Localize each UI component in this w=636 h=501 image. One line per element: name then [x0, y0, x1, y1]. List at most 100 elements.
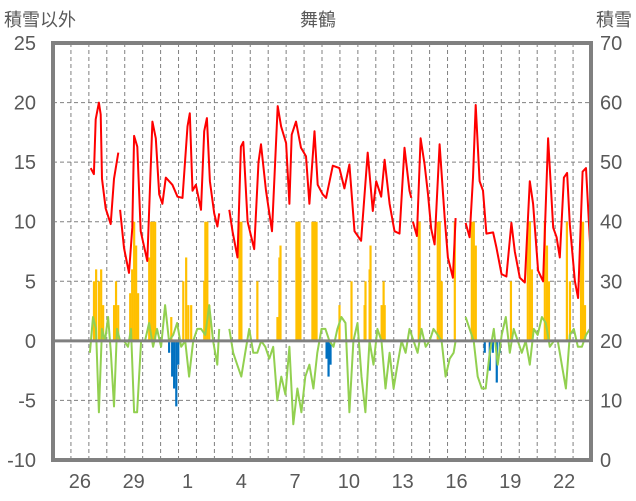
chart-title: 舞鶴	[300, 10, 336, 31]
orange-bar	[238, 221, 241, 341]
green-line	[88, 304, 221, 414]
orange-bar	[528, 221, 532, 341]
orange-bar	[97, 281, 101, 341]
orange-bar	[117, 305, 120, 341]
bar-series	[92, 221, 587, 407]
right-tick-label: 70	[600, 33, 622, 55]
orange-bar	[472, 221, 475, 341]
orange-bar	[256, 281, 259, 341]
right-tick-label: 20	[600, 331, 622, 353]
blue-bar	[173, 340, 176, 389]
orange-bar	[364, 281, 367, 341]
orange-bar	[185, 257, 188, 341]
orange-bar	[240, 221, 243, 341]
orange-bar	[438, 221, 441, 341]
right-tick-label: 40	[600, 212, 622, 234]
orange-bar	[187, 305, 190, 341]
orange-bar	[453, 221, 456, 341]
orange-bar	[150, 221, 153, 341]
orange-bar	[568, 281, 572, 341]
blue-bar	[177, 340, 180, 365]
gridlines	[53, 43, 591, 460]
x-tick-label: 29	[123, 471, 145, 493]
right-tick-label: 60	[600, 93, 622, 115]
left-tick-label: -5	[18, 390, 36, 412]
red-line	[228, 105, 413, 259]
orange-bar	[579, 221, 583, 341]
orange-bar	[154, 221, 157, 341]
left-tick-label: -10	[7, 450, 36, 472]
orange-bar	[350, 281, 353, 341]
red-line	[119, 112, 221, 274]
x-tick-label: 7	[290, 471, 301, 493]
x-tick-label: 19	[499, 471, 521, 493]
orange-bar	[380, 305, 383, 341]
orange-bar	[383, 305, 386, 341]
blue-bar	[491, 340, 494, 353]
orange-bar	[436, 221, 439, 341]
orange-bar	[530, 269, 534, 341]
orange-bar	[204, 221, 207, 341]
right-axis-title: 積雪	[596, 10, 632, 31]
left-tick-label: 5	[25, 271, 36, 293]
left-axis-title: 積雪以外	[4, 10, 76, 31]
blue-bar	[168, 340, 171, 353]
orange-bar	[208, 305, 211, 341]
orange-bar	[182, 281, 185, 341]
orange-bar	[526, 221, 529, 341]
orange-bar	[583, 305, 587, 341]
orange-bar	[369, 245, 372, 341]
orange-bar	[95, 269, 98, 341]
orange-bar	[276, 317, 279, 341]
orange-bar	[509, 281, 513, 341]
orange-bar	[315, 221, 318, 341]
green-line	[464, 316, 591, 390]
plot-border	[51, 41, 593, 462]
orange-bar	[131, 269, 134, 341]
blue-bar	[327, 340, 330, 377]
orange-bar	[152, 221, 155, 341]
red-line	[89, 101, 120, 226]
orange-bar	[470, 221, 473, 341]
orange-bar	[418, 221, 421, 341]
red-line	[464, 104, 592, 299]
x-tick-label: 13	[392, 471, 414, 493]
orange-bar	[299, 257, 302, 341]
orange-bar	[129, 293, 132, 341]
orange-bar	[114, 281, 118, 341]
orange-bar	[545, 245, 549, 341]
orange-bar	[313, 221, 316, 341]
orange-bar	[133, 221, 136, 341]
blue-bar	[325, 340, 328, 359]
right-tick-label: 50	[600, 152, 622, 174]
left-tick-label: 15	[14, 152, 36, 174]
orange-bar	[135, 245, 138, 341]
orange-bar	[92, 281, 96, 341]
right-tick-label: 10	[600, 390, 622, 412]
orange-bar	[311, 221, 314, 341]
right-tick-label: 0	[600, 450, 611, 472]
orange-bar	[474, 245, 477, 341]
blue-bar	[175, 340, 178, 407]
left-tick-label: 0	[25, 331, 36, 353]
orange-bar	[102, 305, 105, 341]
orange-bar	[547, 281, 551, 341]
left-tick-label: 20	[14, 93, 36, 115]
orange-bar	[206, 221, 209, 341]
red-line	[411, 137, 457, 279]
x-tick-label: 22	[553, 471, 575, 493]
orange-bar	[190, 305, 193, 341]
orange-bar	[440, 281, 443, 341]
right-tick-label: 30	[600, 271, 622, 293]
x-tick-label: 4	[236, 471, 247, 493]
orange-bar	[295, 221, 298, 341]
orange-bar	[543, 221, 546, 341]
left-tick-label: 10	[14, 212, 36, 234]
x-tick-label: 26	[69, 471, 91, 493]
blue-bar	[171, 340, 174, 377]
orange-bar	[279, 245, 282, 341]
green-line	[228, 316, 457, 426]
plot-frame	[51, 41, 593, 462]
